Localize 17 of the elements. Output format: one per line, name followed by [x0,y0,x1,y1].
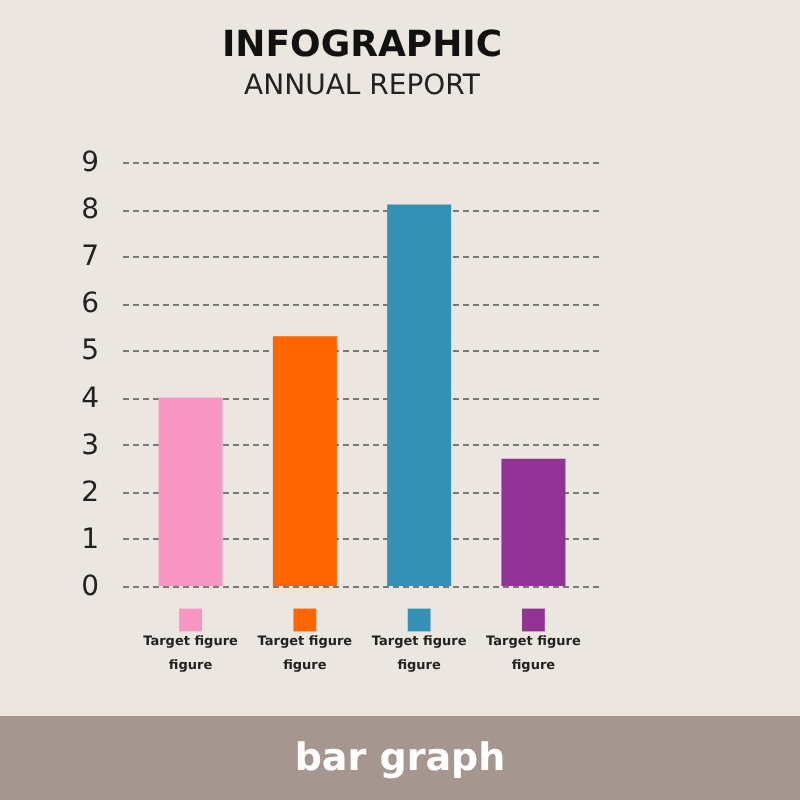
y-tick-label: 3 [81,429,99,462]
text: bar graph [0,716,800,800]
chart-title: INFOGRAPHIC [221,24,503,66]
y-tick-label: 9 [81,147,99,179]
y-tick-label: 2 [81,476,99,509]
y-tick-label: 5 [81,335,99,368]
y-tick-label: 1 [81,523,99,556]
bar [501,458,566,586]
y-tick-label: 0 [81,571,99,603]
y-tick-label: 4 [81,382,100,415]
y-tick-label: 8 [81,194,99,227]
y-tick-label: 7 [81,241,99,274]
bar [272,336,337,586]
chart-subtitle: ANNUAL REPORT [244,70,481,102]
y-tick-label: 6 [81,288,100,321]
bar [387,204,452,586]
bar [158,397,223,586]
